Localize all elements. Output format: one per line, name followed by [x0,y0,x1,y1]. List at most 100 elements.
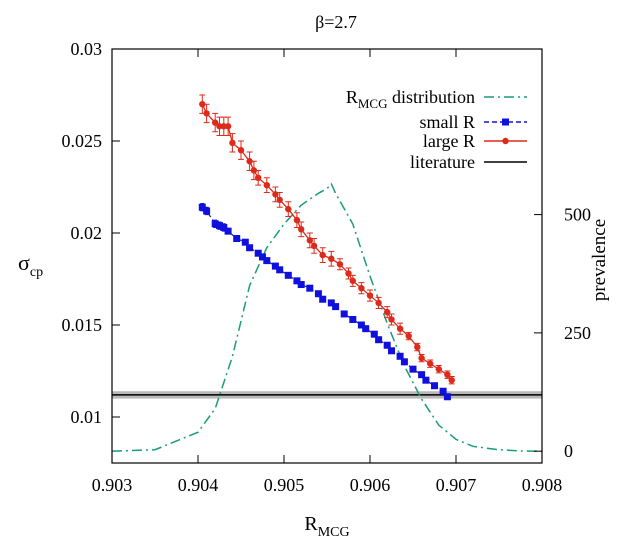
small-r-point [216,222,223,230]
large-r-point [435,365,442,373]
small-r-point [319,295,327,303]
small-r-point [383,341,391,349]
small-r-point [241,238,249,246]
large-r-point [224,123,232,130]
large-r-point [414,343,421,351]
y-tick-label: 0.025 [62,131,103,151]
small-r-point [293,277,301,285]
large-r-point [246,158,253,165]
x-axis-label: RMCG [304,513,349,540]
distribution-series [111,182,542,452]
small-r-point [224,227,232,235]
legend-marker [502,118,509,126]
x-tick-label: 0.906 [350,475,391,495]
large-r-point [263,181,270,189]
y-tick-label: 0.03 [71,39,103,59]
y-tick-label: 0.01 [71,407,103,427]
large-r-point [298,226,305,233]
small-r-point [246,244,254,252]
small-r-point [409,365,417,373]
small-r-point [276,266,284,274]
large-r-point [366,292,374,299]
x-tick-label: 0.905 [264,475,305,495]
large-r-point [310,242,318,250]
small-r-point [375,336,383,344]
x-axis-ticks: 0.903 0.904 0.905 0.906 0.907 0.908 [92,49,563,495]
large-r-point [199,101,206,108]
chart-title: β=2.7 [315,12,357,32]
legend-label: small R [419,112,475,132]
small-r-point [259,253,266,261]
large-r-series [199,94,455,385]
y-tick-label: 0.015 [62,315,103,335]
large-r-point [396,325,404,332]
small-r-point [349,315,357,323]
large-r-point [336,261,344,268]
small-r-point [203,207,211,215]
small-r-point [431,382,438,390]
large-r-point [212,119,219,126]
small-r-point [400,358,408,366]
large-r-point [388,316,395,323]
small-r-point [439,387,447,395]
x-tick-label: 0.904 [178,475,219,495]
large-r-point [237,147,245,154]
large-r-point [319,251,326,259]
small-r-point [388,347,395,355]
large-r-point [358,285,365,292]
y2-tick-label: 250 [564,323,591,343]
distribution-line [111,182,542,452]
small-r-point [418,371,426,379]
small-r-point [357,321,365,329]
large-r-point [405,332,412,340]
small-r-point [327,299,335,307]
small-r-point [314,290,322,298]
large-r-point [255,174,262,181]
y-axis-label: σcp [18,250,43,280]
x-tick-label: 0.907 [436,475,477,495]
small-r-point [443,393,451,401]
legend-label: literature [410,152,475,172]
small-r-point [254,249,262,257]
large-r-point [448,377,455,384]
y-tick-label: 0.02 [71,223,103,243]
x-tick-label: 0.903 [92,475,133,495]
small-r-point [340,310,348,318]
small-r-point [263,257,271,265]
small-r-point [211,220,219,228]
y2-tick-label: 500 [564,205,591,225]
small-r-point [233,235,241,243]
legend-label: RMCG distribution [346,87,475,111]
y2-axis-label: prevalence [589,219,610,301]
plot-frame [111,48,543,464]
legend-marker [502,137,509,145]
large-r-point [250,167,258,174]
small-r-point [297,281,305,289]
x-tick-label: 0.908 [522,475,563,495]
large-r-point [349,277,356,285]
small-r-point [396,352,404,360]
small-r-point [362,325,370,333]
large-r-point [229,139,236,147]
small-r-point [220,223,228,231]
small-r-series [198,203,451,401]
large-r-line [201,103,453,381]
large-r-point [328,255,335,262]
small-r-point [271,262,279,270]
large-r-point [375,299,382,307]
small-r-point [284,271,292,279]
legend-label: large R [423,131,475,151]
small-r-point [422,376,430,384]
y-axis-ticks: 0.01 0.015 0.02 0.025 0.03 [62,39,120,427]
small-r-point [332,303,340,311]
y2-tick-label: 0 [564,441,573,461]
large-r-point [203,110,210,117]
small-r-point [306,284,314,292]
small-r-point [370,330,378,338]
large-r-point [285,205,292,213]
small-r-point [198,203,206,211]
y2-axis-ticks: 0 250 500 [534,205,591,461]
large-r-point [418,354,425,362]
